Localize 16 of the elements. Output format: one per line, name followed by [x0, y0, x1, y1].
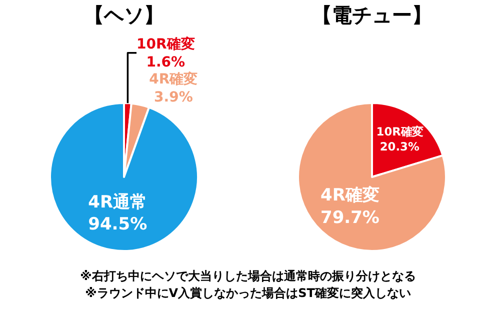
chart-title: 【電チュー】 [312, 3, 432, 28]
slice-label: 10R確変 [136, 35, 195, 52]
slice-label: 4R確変 [149, 70, 198, 88]
slice-label: 4R通常 [88, 192, 148, 212]
data-label: 94.5% [88, 214, 148, 234]
text: ※ラウンド中にV入賞しなかった場合はST確変に突入しない [84, 285, 412, 302]
data-label: 20.3% [380, 140, 420, 154]
data-label: 79.7% [320, 208, 380, 228]
text: ※右打ち中にヘソで大当りした場合は通常時の振り分けとなる [79, 268, 417, 285]
data-label: 1.6% [146, 54, 186, 70]
chart-title: 【ヘソ】 [84, 3, 164, 28]
pie-slice [297, 102, 447, 252]
slice-label: 10R確変 [376, 124, 423, 139]
data-label: 3.9% [154, 90, 193, 106]
pie-slice [49, 102, 199, 252]
slice-label: 4R確変 [320, 186, 380, 206]
